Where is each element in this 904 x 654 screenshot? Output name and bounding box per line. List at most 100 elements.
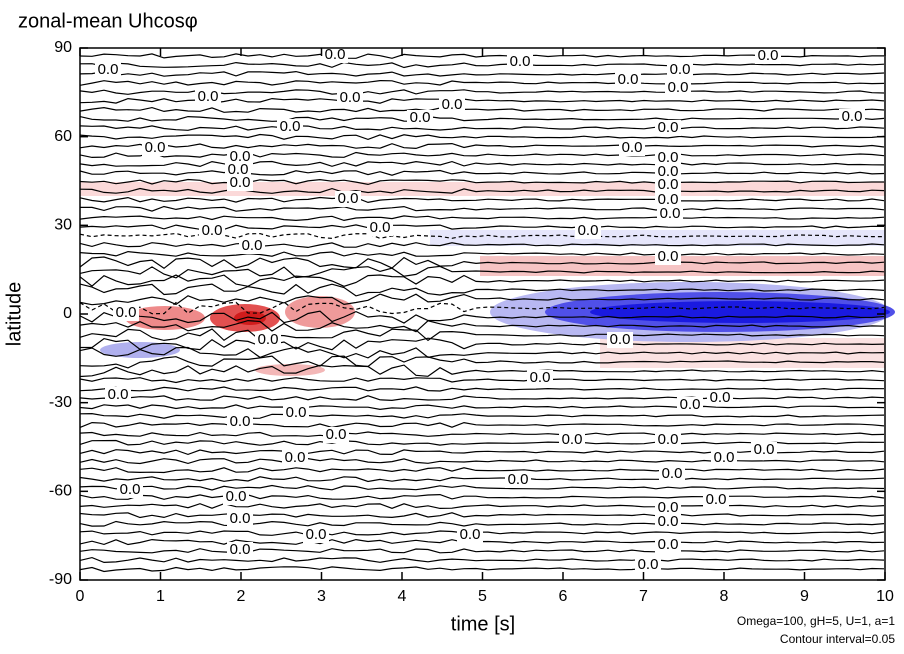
contour-line — [79, 503, 885, 510]
contour-line — [79, 265, 885, 279]
contour-line — [79, 512, 885, 519]
positive-band — [80, 182, 885, 196]
contour-label: 0.0 — [508, 471, 529, 488]
contour-label: 0.0 — [370, 219, 391, 236]
x-tick-label: 8 — [720, 588, 729, 605]
contour-line — [79, 449, 885, 456]
contour-label: 0.0 — [258, 331, 279, 348]
contour-line — [79, 283, 885, 297]
contour-line — [79, 377, 885, 384]
contour-label-bg — [223, 489, 249, 505]
chart-title: zonal-mean Uhcosφ — [18, 10, 198, 32]
contour-line — [79, 328, 885, 342]
contour-line — [79, 346, 885, 359]
contour-line — [79, 404, 885, 411]
contour-label-bg — [239, 238, 265, 254]
contour-line — [79, 431, 885, 438]
contour-label: 0.0 — [242, 237, 263, 254]
contour-label: 0.0 — [510, 53, 531, 70]
y-tick-label: 0 — [63, 305, 72, 322]
contour-line — [79, 53, 884, 59]
contour-label: 0.0 — [658, 431, 679, 448]
contour-label-bg — [677, 397, 703, 413]
contour-line — [79, 493, 885, 500]
contour-label-bg — [335, 191, 361, 207]
contour-label-bg — [607, 332, 633, 348]
contour-label: 0.0 — [340, 89, 361, 106]
contour-label: 0.0 — [285, 449, 306, 466]
y-tick-label: 30 — [54, 217, 72, 234]
contour-label: 0.0 — [670, 61, 691, 78]
contour-line — [79, 548, 885, 554]
contour-label: 0.0 — [658, 191, 679, 208]
contour-label: 0.0 — [226, 488, 247, 505]
contour-label: 0.0 — [658, 499, 679, 516]
contour-labels: 0.0 0.0 0.00.00.00.00.0 0.00.00.00.0 0.00.0 0… — [95, 46, 865, 573]
contour-label: 0.0 — [198, 88, 219, 105]
contour-line — [79, 556, 885, 564]
contour-label: 0.0 — [230, 174, 251, 191]
contour-label-bg — [707, 390, 733, 406]
x-tick-label: 0 — [76, 588, 85, 605]
contour-line — [79, 196, 885, 204]
contour-label: 0.0 — [658, 248, 679, 265]
contour-label: 0.0 — [325, 46, 346, 63]
contour-label: 0.0 — [658, 513, 679, 530]
contour-label-bg — [527, 370, 553, 386]
contour-label: 0.0 — [230, 413, 251, 430]
x-tick-label: 2 — [237, 588, 246, 605]
contour-label-bg — [323, 427, 349, 443]
x-tick-label: 4 — [398, 588, 407, 605]
contour-line — [79, 160, 885, 168]
contour-line — [79, 106, 885, 113]
y-tick-label: 90 — [54, 39, 72, 56]
positive-region — [285, 296, 355, 328]
contour-label-bg — [337, 90, 363, 106]
contour-line — [79, 412, 885, 420]
contour-label: 0.0 — [622, 139, 643, 156]
contour-label: 0.0 — [460, 526, 481, 543]
contour-label: 0.0 — [658, 536, 679, 553]
contour-line — [79, 301, 885, 315]
contour-label: 0.0 — [610, 331, 631, 348]
contour-line — [79, 256, 885, 270]
contour-line — [79, 520, 885, 527]
contour-line — [79, 142, 885, 150]
contour-label: 0.0 — [660, 205, 681, 222]
contour-label: 0.0 — [202, 222, 223, 239]
contour-line — [79, 115, 885, 122]
contour-line — [79, 476, 885, 483]
positive-band — [480, 256, 885, 276]
contour-line — [79, 364, 885, 378]
contour-line — [79, 79, 885, 86]
contour-label: 0.0 — [680, 396, 701, 413]
contour-line — [79, 133, 885, 141]
contour-label-bg — [227, 414, 253, 430]
contour-label-bg — [655, 514, 681, 530]
negative-band — [430, 230, 885, 246]
contour-label-bg — [655, 432, 681, 448]
contour-line — [79, 250, 885, 257]
contour-lines — [79, 53, 885, 573]
contour-label: 0.0 — [706, 491, 727, 508]
positive-region — [255, 364, 325, 376]
x-axis-label: time [s] — [451, 613, 515, 635]
contour-label-bg — [457, 527, 483, 543]
contour-label: 0.0 — [230, 148, 251, 165]
contour-label: 0.0 — [658, 149, 679, 166]
contour-label: 0.0 — [658, 119, 679, 136]
contour-label-bg — [322, 47, 348, 63]
contour-label: 0.0 — [338, 190, 359, 207]
contour-line — [79, 70, 885, 77]
contour-label-bg — [667, 62, 693, 78]
contour-label-bg — [255, 332, 281, 348]
contour-label-bg — [105, 387, 131, 403]
x-tick-label: 3 — [317, 588, 326, 605]
contour-label: 0.0 — [326, 426, 347, 443]
contour-label: 0.0 — [668, 79, 689, 96]
contour-label: 0.0 — [108, 386, 129, 403]
contour-label-bg — [659, 466, 685, 482]
contour-label: 0.0 — [230, 541, 251, 558]
contour-label: 0.0 — [842, 108, 863, 125]
